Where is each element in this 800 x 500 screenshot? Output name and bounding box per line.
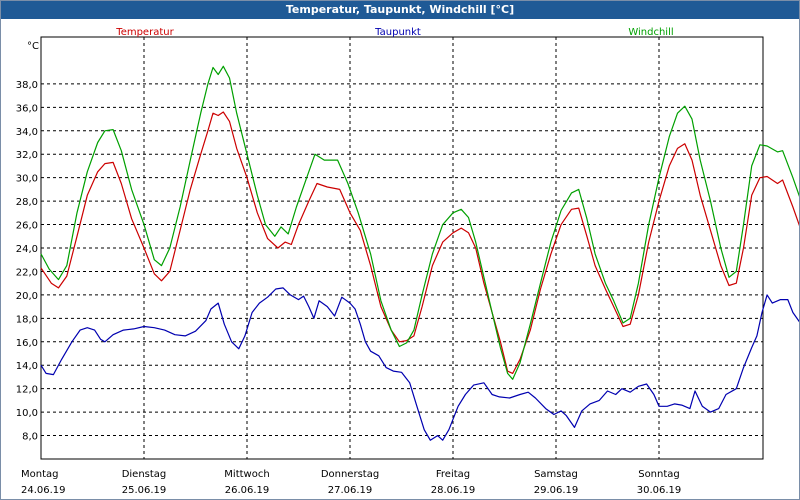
- legend-windchill: Windchill: [628, 27, 673, 38]
- x-tick-date: 29.06.19: [534, 485, 579, 496]
- y-tick-label: 26,0: [16, 221, 38, 232]
- x-tick-day: Sonntag: [638, 469, 680, 480]
- y-tick-label: 16,0: [16, 338, 38, 349]
- legend-temperatur: Temperatur: [115, 27, 174, 38]
- y-tick-label: 24,0: [16, 244, 38, 255]
- y-tick-label: 36,0: [16, 103, 38, 114]
- y-tick-label: 28,0: [16, 197, 38, 208]
- x-tick-day: Montag: [21, 469, 58, 480]
- chart-title: Temperatur, Taupunkt, Windchill [°C]: [1, 1, 799, 19]
- series-line-taupunkt: [40, 287, 799, 441]
- legend-taupunkt: Taupunkt: [374, 27, 421, 38]
- series-line-windchill: [40, 65, 799, 380]
- series-lines: [40, 65, 799, 441]
- x-tick-date: 30.06.19: [637, 485, 682, 496]
- y-tick-label: 38,0: [16, 80, 38, 91]
- y-tick-label: 10,0: [16, 408, 38, 419]
- x-tick-day: Dienstag: [122, 469, 167, 480]
- x-axis-ticks: Montag 24.06.19 Dienstag 25.06.19 Mittwoch 26…: [21, 469, 681, 496]
- x-tick-day: Mittwoch: [224, 469, 269, 480]
- y-tick-label: 34,0: [16, 127, 38, 138]
- y-tick-label: 30,0: [16, 174, 38, 185]
- y-tick-label: 32,0: [16, 150, 38, 161]
- x-tick-day: Donnerstag: [321, 469, 379, 480]
- y-tick-label: 12,0: [16, 385, 38, 396]
- x-tick-date: 25.06.19: [122, 485, 167, 496]
- series-line-temperatur: [40, 111, 799, 374]
- grid-lines: [41, 37, 763, 459]
- y-tick-label: 20,0: [16, 291, 38, 302]
- y-tick-label: 14,0: [16, 361, 38, 372]
- legend: Temperatur Taupunkt Windchill: [115, 27, 673, 38]
- y-tick-label: 18,0: [16, 314, 38, 325]
- x-tick-date: 26.06.19: [225, 485, 270, 496]
- x-tick-date: 24.06.19: [21, 485, 66, 496]
- x-tick-date: 27.06.19: [328, 485, 373, 496]
- x-tick-day: Freitag: [436, 469, 470, 480]
- y-axis-label: °C: [27, 41, 39, 52]
- y-axis-ticks: 8,0 10,0 12,0 14,0 16,0 18,0 20,0 22,0 24,0 26,0 2…: [16, 80, 38, 443]
- y-tick-label: 8,0: [22, 432, 38, 443]
- y-tick-label: 22,0: [16, 267, 38, 278]
- x-tick-day: Samstag: [534, 469, 578, 480]
- x-tick-date: 28.06.19: [431, 485, 476, 496]
